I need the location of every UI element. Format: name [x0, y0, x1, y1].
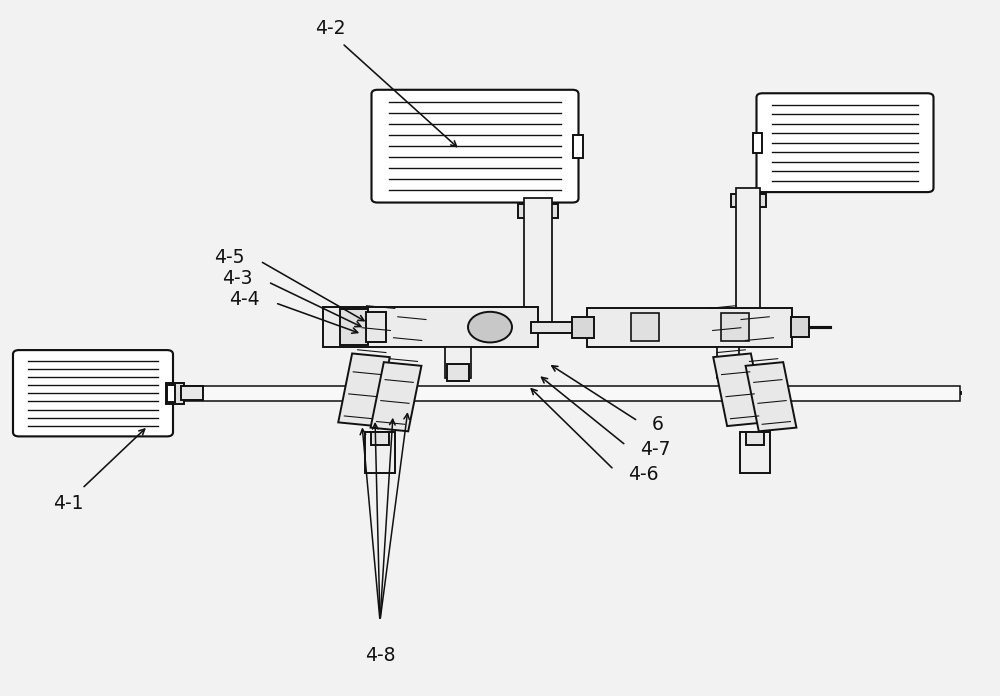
Bar	[322, 307, 538, 347]
Bar	[587, 308, 792, 347]
Text: 4-4: 4-4	[229, 290, 260, 309]
Bar	[746, 362, 796, 432]
Bar	[19, 366, 28, 420]
Bar	[918, 111, 928, 174]
Bar	[717, 347, 739, 378]
FancyBboxPatch shape	[757, 93, 934, 192]
Bar	[721, 313, 749, 341]
Bar	[740, 432, 770, 473]
Bar	[158, 366, 167, 420]
Text: 6: 6	[652, 415, 664, 434]
Bar	[377, 109, 389, 182]
Text: 4-1: 4-1	[53, 494, 83, 513]
Circle shape	[468, 312, 512, 342]
Bar	[572, 134, 583, 157]
Bar	[713, 354, 765, 426]
Bar	[166, 383, 184, 404]
Bar	[561, 109, 572, 182]
Bar	[572, 317, 594, 338]
Bar	[518, 204, 558, 218]
Bar	[746, 432, 764, 445]
Text: 4-5: 4-5	[214, 248, 245, 267]
Bar	[371, 362, 421, 432]
Bar	[185, 386, 960, 401]
Bar	[719, 364, 737, 381]
FancyBboxPatch shape	[371, 90, 578, 203]
Text: 4-7: 4-7	[640, 440, 670, 459]
Bar	[167, 385, 175, 402]
Bar	[447, 364, 469, 381]
Bar	[531, 322, 576, 333]
Bar	[181, 386, 203, 400]
Text: 4-2: 4-2	[315, 19, 345, 38]
Bar	[445, 347, 471, 378]
Bar	[371, 432, 389, 445]
Bar	[730, 194, 766, 207]
Bar	[753, 133, 762, 152]
Bar	[631, 313, 659, 341]
FancyBboxPatch shape	[13, 350, 173, 436]
Bar	[791, 317, 809, 337]
Bar	[366, 312, 386, 342]
Bar	[736, 188, 760, 327]
Text: 4-8: 4-8	[365, 646, 395, 665]
Bar	[338, 354, 390, 426]
Bar	[763, 111, 772, 174]
Bar	[365, 432, 395, 473]
Bar	[340, 309, 368, 345]
Text: 4-6: 4-6	[628, 465, 658, 484]
Text: 4-3: 4-3	[222, 269, 253, 288]
Bar	[524, 198, 552, 327]
